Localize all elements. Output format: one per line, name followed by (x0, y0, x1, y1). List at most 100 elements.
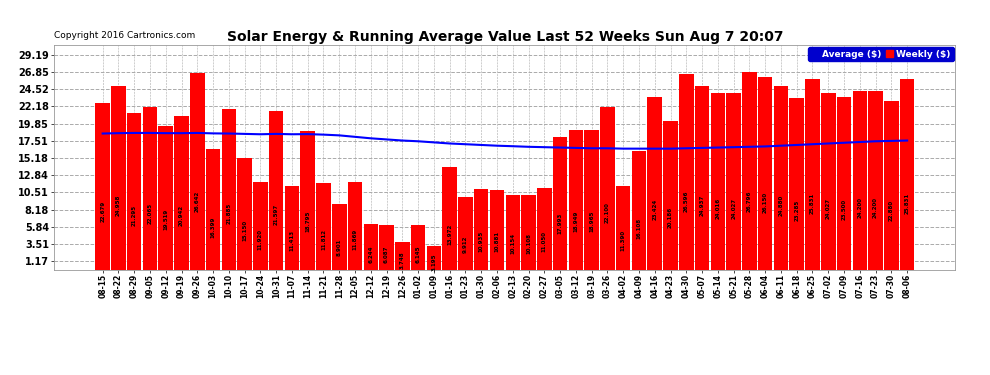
Text: 16.399: 16.399 (211, 217, 216, 238)
Text: 6.244: 6.244 (368, 245, 373, 262)
Bar (600, 107, 615, 270)
Text: 23.285: 23.285 (794, 199, 799, 220)
Bar (190, 74, 205, 270)
Text: 26.596: 26.596 (684, 190, 689, 212)
Text: 18.965: 18.965 (589, 210, 594, 232)
Text: 6.145: 6.145 (416, 245, 421, 263)
Text: 17.993: 17.993 (557, 213, 562, 234)
Text: 24.958: 24.958 (116, 195, 121, 216)
Bar (427, 246, 442, 270)
Bar (584, 130, 599, 270)
Text: 26.150: 26.150 (762, 192, 767, 213)
Bar (695, 86, 709, 270)
Text: 22.065: 22.065 (148, 202, 152, 223)
Text: 3.195: 3.195 (432, 253, 437, 270)
Text: 22.100: 22.100 (605, 202, 610, 223)
Text: 10.935: 10.935 (479, 231, 484, 252)
Bar (900, 80, 915, 270)
Text: 22.880: 22.880 (889, 200, 894, 222)
Text: 11.050: 11.050 (542, 231, 546, 252)
Bar (269, 111, 283, 270)
Title: Solar Energy & Running Average Value Last 52 Weeks Sun Aug 7 20:07: Solar Energy & Running Average Value Las… (227, 30, 783, 44)
Bar (852, 92, 867, 270)
Bar (95, 103, 110, 270)
Text: 21.597: 21.597 (273, 204, 278, 225)
Text: 24.937: 24.937 (700, 195, 705, 216)
Bar (552, 137, 567, 270)
Bar (285, 186, 299, 270)
Bar (774, 87, 788, 270)
Bar (758, 77, 772, 270)
Bar (632, 151, 646, 270)
Text: 25.831: 25.831 (905, 193, 910, 214)
Bar (411, 225, 426, 270)
Text: 9.912: 9.912 (463, 236, 468, 253)
Text: 16.108: 16.108 (637, 218, 642, 239)
Bar (711, 93, 725, 270)
Bar (379, 225, 394, 270)
Bar (663, 121, 678, 270)
Bar (316, 183, 331, 270)
Bar (538, 189, 551, 270)
Bar (458, 197, 472, 270)
Bar (143, 107, 157, 270)
Bar (474, 189, 488, 270)
Bar (805, 80, 820, 270)
Text: 24.016: 24.016 (716, 197, 721, 219)
Text: 11.812: 11.812 (321, 229, 326, 250)
Text: 15.150: 15.150 (243, 220, 248, 242)
Text: 24.027: 24.027 (826, 197, 831, 219)
Text: 25.831: 25.831 (810, 193, 815, 214)
Text: 21.295: 21.295 (132, 204, 137, 226)
Bar (522, 195, 536, 270)
Text: 11.920: 11.920 (258, 229, 263, 250)
Bar (884, 101, 899, 270)
Bar (727, 93, 741, 270)
Bar (837, 97, 851, 270)
Text: 10.881: 10.881 (495, 231, 500, 252)
Bar (742, 72, 756, 270)
Bar (111, 86, 126, 270)
Text: 26.796: 26.796 (746, 190, 751, 211)
Bar (506, 195, 520, 270)
Bar (174, 116, 189, 270)
Text: 8.901: 8.901 (337, 238, 342, 256)
Bar (568, 130, 583, 270)
Text: 23.424: 23.424 (652, 199, 657, 220)
Bar (301, 131, 315, 270)
Text: 13.972: 13.972 (447, 223, 452, 245)
Legend: Average ($), Weekly ($): Average ($), Weekly ($) (808, 47, 953, 61)
Bar (443, 167, 457, 270)
Text: 10.154: 10.154 (510, 233, 515, 254)
Text: 11.390: 11.390 (621, 230, 626, 251)
Bar (679, 74, 694, 270)
Bar (158, 126, 173, 270)
Bar (789, 98, 804, 270)
Text: 19.519: 19.519 (163, 209, 168, 230)
Bar (253, 182, 267, 270)
Text: 18.949: 18.949 (573, 210, 578, 232)
Text: 24.880: 24.880 (778, 195, 783, 216)
Text: 22.679: 22.679 (100, 201, 105, 222)
Bar (127, 113, 142, 270)
Bar (347, 183, 362, 270)
Text: 24.027: 24.027 (732, 197, 737, 219)
Bar (647, 97, 662, 270)
Bar (222, 108, 236, 270)
Bar (395, 242, 410, 270)
Bar (238, 158, 251, 270)
Text: 26.642: 26.642 (195, 190, 200, 212)
Text: 11.869: 11.869 (352, 229, 357, 250)
Bar (821, 93, 836, 270)
Text: 10.108: 10.108 (526, 233, 531, 254)
Text: 24.200: 24.200 (873, 197, 878, 218)
Text: 24.200: 24.200 (857, 197, 862, 218)
Text: Copyright 2016 Cartronics.com: Copyright 2016 Cartronics.com (54, 32, 196, 40)
Text: 11.413: 11.413 (289, 230, 294, 251)
Text: 20.186: 20.186 (668, 207, 673, 228)
Bar (868, 92, 883, 270)
Bar (490, 190, 504, 270)
Text: 23.500: 23.500 (842, 199, 846, 220)
Bar (332, 204, 346, 270)
Bar (363, 224, 378, 270)
